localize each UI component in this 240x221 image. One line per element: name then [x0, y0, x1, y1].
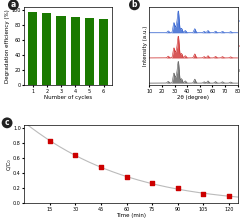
Text: b: b [132, 0, 137, 9]
Point [227, 194, 231, 198]
Point [150, 181, 154, 185]
Text: before degradation: before degradation [239, 69, 240, 73]
Point [48, 139, 52, 143]
Point [73, 153, 77, 156]
Text: after three cycles: after three cycles [239, 44, 240, 48]
Y-axis label: Intensity (a.u.): Intensity (a.u.) [143, 26, 148, 66]
Point [202, 192, 205, 196]
Bar [99, 19, 108, 85]
Bar [42, 13, 51, 85]
Bar [85, 18, 94, 85]
X-axis label: 2θ (degree): 2θ (degree) [177, 95, 210, 100]
Point [176, 187, 180, 190]
Text: c: c [5, 118, 9, 127]
Y-axis label: C/C₀: C/C₀ [7, 158, 12, 170]
X-axis label: Time (min): Time (min) [116, 213, 146, 218]
Y-axis label: Degradation efficiency (%): Degradation efficiency (%) [5, 9, 10, 83]
Bar [28, 12, 37, 85]
Text: after six cycles: after six cycles [239, 19, 240, 23]
Bar [71, 17, 80, 85]
Point [99, 166, 103, 169]
Point [125, 175, 128, 179]
Bar [56, 16, 66, 85]
X-axis label: Number of cycles: Number of cycles [44, 95, 92, 100]
Text: a: a [11, 0, 16, 9]
